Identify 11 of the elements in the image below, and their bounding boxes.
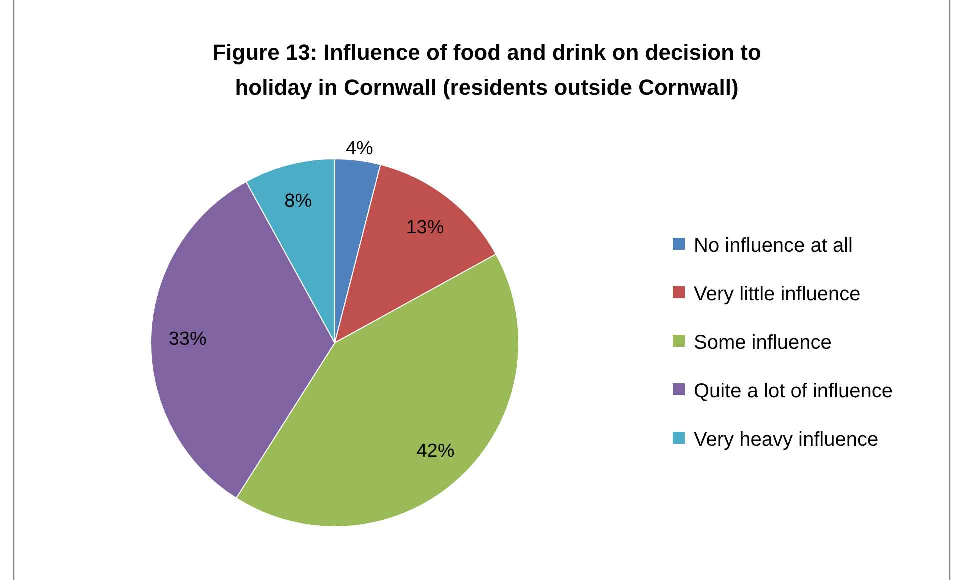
data-label: 13%: [406, 217, 444, 238]
legend-label: Some influence: [694, 332, 832, 354]
legend-label: Very heavy influence: [694, 429, 879, 451]
legend-label: Quite a lot of influence: [694, 380, 894, 402]
data-label: 4%: [346, 138, 374, 160]
legend-label: No influence at all: [694, 235, 853, 257]
chart-title: Figure 13: Influence of food and drink on decision to holiday in Cornwall (residents outside Cornwall): [212, 40, 762, 100]
data-label: 8%: [284, 191, 312, 212]
legend-label: Very little influence: [694, 284, 861, 306]
data-label: 33%: [168, 329, 207, 350]
data-label: 42%: [416, 440, 455, 462]
